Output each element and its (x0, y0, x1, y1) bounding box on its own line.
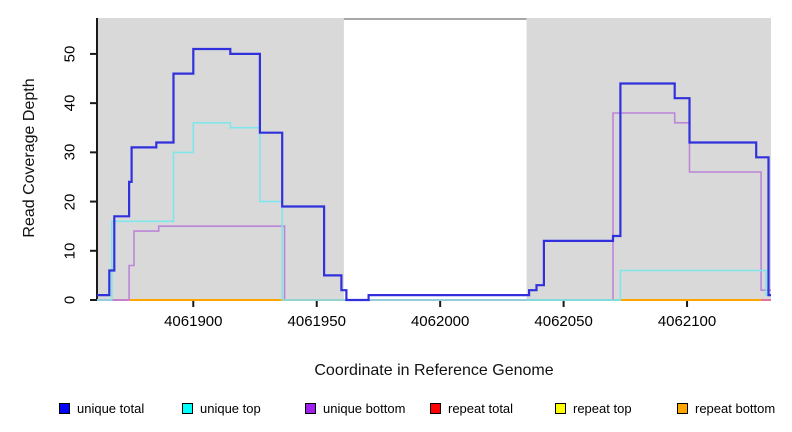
x-tick-label: 4062050 (534, 313, 593, 330)
y-tick-label: 10 (61, 242, 79, 260)
series-unique-total-line (97, 47, 771, 302)
y-tick-label: 0 (61, 295, 79, 305)
x-tick-label: 4061950 (287, 313, 346, 330)
legend-item-unique-total: unique total (59, 399, 144, 417)
legend-label: repeat top (573, 400, 632, 416)
legend-item-unique-top: unique top (182, 399, 261, 417)
legend-swatch-icon (677, 402, 688, 414)
x-axis-title: Coordinate in Reference Genome (314, 362, 554, 379)
y-tick-label: 30 (61, 144, 79, 161)
legend-item-repeat-top: repeat top (555, 399, 632, 417)
y-tick-label: 50 (61, 45, 79, 63)
legend-swatch-icon (305, 402, 316, 414)
legend-label: unique top (200, 400, 261, 416)
legend-swatch-icon (430, 402, 441, 414)
legend-item-repeat-total: repeat total (430, 399, 513, 417)
y-tick-label: 40 (61, 94, 79, 112)
shaded-region (526, 18, 771, 300)
legend-label: unique bottom (323, 400, 406, 416)
legend-item-unique-bottom: unique bottom (305, 399, 405, 417)
legend-swatch-icon (182, 402, 193, 414)
y-axis-title: Read Coverage Depth (21, 78, 38, 238)
y-tick-label: 20 (61, 193, 79, 210)
legend-label: repeat bottom (695, 400, 776, 416)
x-tick-label: 4062100 (657, 313, 717, 330)
shaded-region (97, 18, 344, 300)
legend-label: unique total (77, 400, 145, 416)
legend-item-repeat-bottom: repeat bottom (677, 399, 775, 417)
plot-area (90, 18, 771, 307)
x-tick-label: 4061900 (164, 313, 223, 330)
x-tick-label: 4062000 (410, 313, 470, 330)
legend-swatch-icon (555, 402, 566, 414)
legend-label: repeat total (448, 400, 514, 416)
series-unique-top-line (97, 122, 771, 301)
legend-swatch-icon (59, 402, 70, 414)
